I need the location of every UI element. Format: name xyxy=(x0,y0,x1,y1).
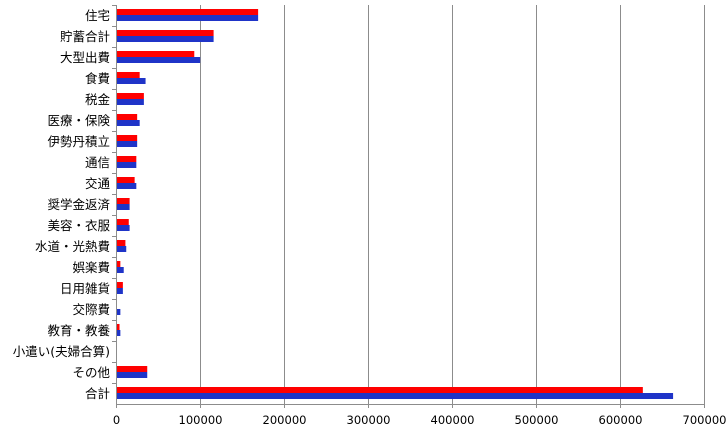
category-label: 日用雑貨 xyxy=(60,281,110,296)
category-label: 伊勢丹積立 xyxy=(47,134,110,149)
bar-series2 xyxy=(117,330,121,336)
category-label: 交際費 xyxy=(72,302,110,317)
x-tick-label: 700000 xyxy=(683,413,727,427)
bar-series2 xyxy=(117,288,123,294)
bar-series2 xyxy=(117,99,144,105)
gridlines xyxy=(200,5,705,404)
bar-series2 xyxy=(117,309,121,315)
category-label: 合計 xyxy=(85,386,110,401)
bar-series1 xyxy=(117,198,130,204)
bar-series1 xyxy=(117,261,121,267)
bars xyxy=(117,9,674,399)
bar-series1 xyxy=(117,114,138,120)
category-labels: 住宅貯蓄合計大型出費食費税金医療・保険伊勢丹積立通信交通奨学金返済美容・衣服水道… xyxy=(13,8,111,401)
bar-series1 xyxy=(117,240,126,246)
category-label: その他 xyxy=(72,365,110,380)
bar-series1 xyxy=(117,72,140,78)
x-tick-label: 400000 xyxy=(431,413,475,427)
category-label: 教育・教養 xyxy=(47,323,110,338)
bar-series2 xyxy=(117,120,140,126)
category-label: 美容・衣服 xyxy=(47,218,110,233)
x-tick-label: 200000 xyxy=(263,413,307,427)
bar-series2 xyxy=(117,36,214,42)
x-tick-label: 100000 xyxy=(179,413,223,427)
category-label: 奨学金返済 xyxy=(47,197,110,212)
x-tick-label: 600000 xyxy=(599,413,643,427)
category-label: 食費 xyxy=(85,71,110,86)
category-label: 水道・光熱費 xyxy=(35,239,110,254)
category-label: 娯楽費 xyxy=(72,260,110,275)
bar-series2 xyxy=(117,246,127,252)
bar-series2 xyxy=(117,393,674,399)
bar-series2 xyxy=(117,267,124,273)
bar-series2 xyxy=(117,141,138,147)
bar-series1 xyxy=(117,135,138,141)
bar-series1 xyxy=(117,30,214,36)
bar-series1 xyxy=(117,156,137,162)
category-label: 貯蓄合計 xyxy=(60,29,110,44)
x-tick-labels: 0 100000 200000 300000 400000 500000 600000 700… xyxy=(113,413,727,427)
bar-series2 xyxy=(117,183,137,189)
bar-series1 xyxy=(117,282,123,288)
bar-series1 xyxy=(117,9,259,15)
axes xyxy=(112,5,705,408)
category-label: 大型出費 xyxy=(60,50,110,65)
bar-series2 xyxy=(117,57,201,63)
category-label: 小遣い(夫婦合算) xyxy=(13,344,110,359)
x-tick-label: 500000 xyxy=(515,413,559,427)
x-tick-label: 300000 xyxy=(347,413,391,427)
bar-series1 xyxy=(117,219,129,225)
bar-series2 xyxy=(117,372,148,378)
category-label: 住宅 xyxy=(85,8,110,23)
x-tick-label: 0 xyxy=(113,413,120,427)
bar-series2 xyxy=(117,15,259,21)
bar-series1 xyxy=(117,324,120,330)
category-label: 医療・保険 xyxy=(47,113,110,128)
bar-series1 xyxy=(117,177,135,183)
bar-series1 xyxy=(117,51,195,57)
category-label: 税金 xyxy=(85,92,111,107)
category-label: 交通 xyxy=(85,176,111,191)
bar-series1 xyxy=(117,366,148,372)
bar-series1 xyxy=(117,387,643,393)
bar-series2 xyxy=(117,78,146,84)
category-label: 通信 xyxy=(85,155,110,170)
bar-series1 xyxy=(117,93,144,99)
bar-series2 xyxy=(117,204,130,210)
bar-series2 xyxy=(117,225,130,231)
bar-series2 xyxy=(117,162,137,168)
